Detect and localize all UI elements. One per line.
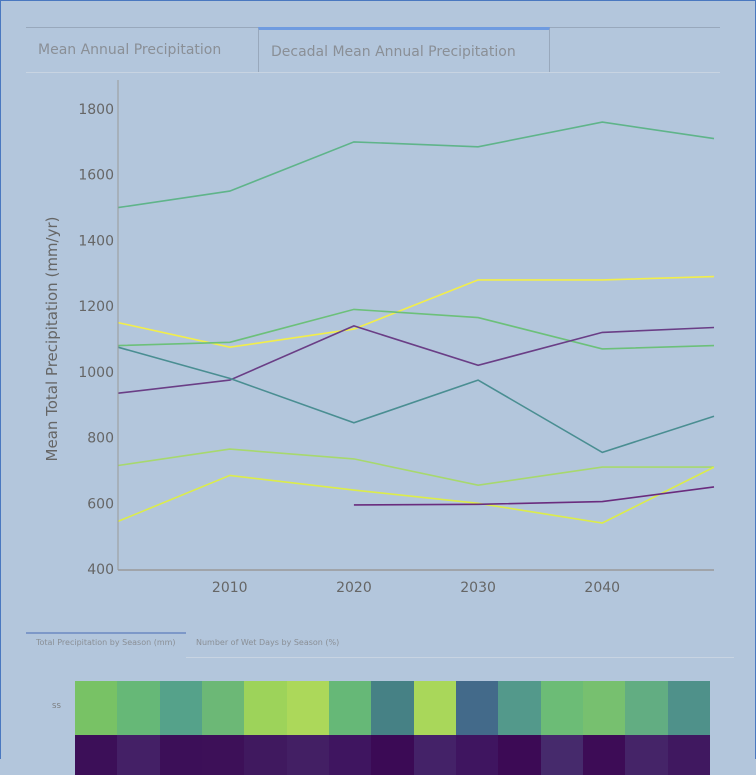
- y-axis-label: Mean Total Precipitation (mm/yr): [43, 217, 61, 462]
- series-line-5: [117, 346, 715, 454]
- heatmap-cell: [625, 681, 669, 735]
- y-tick-label: 1000: [78, 365, 114, 381]
- heatmap-cell: [75, 735, 118, 775]
- heatmap-row-label: SS: [52, 702, 61, 710]
- subtab-bar: Total Precipitation by Season (mm) Numbe…: [26, 632, 734, 658]
- heatmap-cell: [159, 681, 203, 735]
- heatmap-cell: [286, 681, 330, 735]
- heatmap-cell: [159, 735, 203, 775]
- y-tick-label: 600: [87, 496, 114, 512]
- heatmap-cell: [244, 681, 288, 735]
- y-tick-label: 1600: [78, 168, 114, 184]
- heatmap-cell: [456, 681, 499, 735]
- series-line-7: [117, 466, 715, 524]
- heatmap-cell: [456, 735, 499, 775]
- series-line-2: [117, 275, 715, 349]
- series-line-6: [117, 448, 714, 487]
- series-line-4: [117, 325, 715, 394]
- y-tick-label: 800: [87, 431, 114, 447]
- heatmap-cell: [583, 735, 626, 775]
- heatmap-cell: [540, 681, 584, 735]
- x-tick-label: 2020: [336, 580, 372, 596]
- tab-bar: Mean Annual Precipitation Decadal Mean A…: [26, 27, 720, 73]
- y-tick-label: 1200: [78, 299, 114, 315]
- y-tick-label: 1800: [78, 102, 114, 118]
- x-tick-label: 2010: [212, 580, 248, 596]
- heatmap-cell: [667, 735, 711, 775]
- tab-divider: [26, 72, 720, 73]
- heatmap-cell: [540, 735, 584, 775]
- heatmap-cell: [498, 735, 542, 775]
- heatmap-cell: [583, 681, 626, 735]
- heatmap-cell: [413, 681, 457, 735]
- heatmap-cell: [75, 681, 118, 735]
- heatmap-cell: [202, 735, 245, 775]
- heatmap-cell: [202, 681, 245, 735]
- heatmap-cell: [498, 681, 542, 735]
- y-tick-label: 400: [87, 562, 114, 578]
- heatmap-cell: [117, 681, 161, 735]
- series-line-1: [117, 121, 715, 209]
- heatmap-cell: [286, 735, 330, 775]
- heatmap-cell: [329, 735, 372, 775]
- x-tick-label: 2030: [460, 580, 496, 596]
- heatmap-cell: [329, 681, 372, 735]
- series-line-3: [117, 308, 715, 350]
- subtab-divider: [186, 657, 734, 658]
- subtab-wet-days[interactable]: Number of Wet Days by Season (%): [196, 638, 340, 647]
- heatmap-cell: [667, 681, 711, 735]
- heatmap-cell: [625, 735, 669, 775]
- heatmap-cell: [413, 735, 457, 775]
- tab-mean-annual-precipitation[interactable]: Mean Annual Precipitation: [38, 42, 222, 58]
- tab-decadal-mean-annual-precipitation[interactable]: Decadal Mean Annual Precipitation: [258, 27, 550, 73]
- heatmap-cell: [244, 735, 288, 775]
- heatmap-cell: [371, 735, 415, 775]
- y-tick-label: 1400: [78, 233, 114, 249]
- series-line-8: [353, 486, 715, 506]
- heatmap-cell: [117, 735, 161, 775]
- subtab-total-precipitation[interactable]: Total Precipitation by Season (mm): [26, 632, 186, 647]
- x-tick-label: 2040: [584, 580, 620, 596]
- heatmap-cell: [371, 681, 415, 735]
- line-chart: 400 600 800 1000 1200 1400 1600 1800 2010 2020 203…: [43, 80, 715, 596]
